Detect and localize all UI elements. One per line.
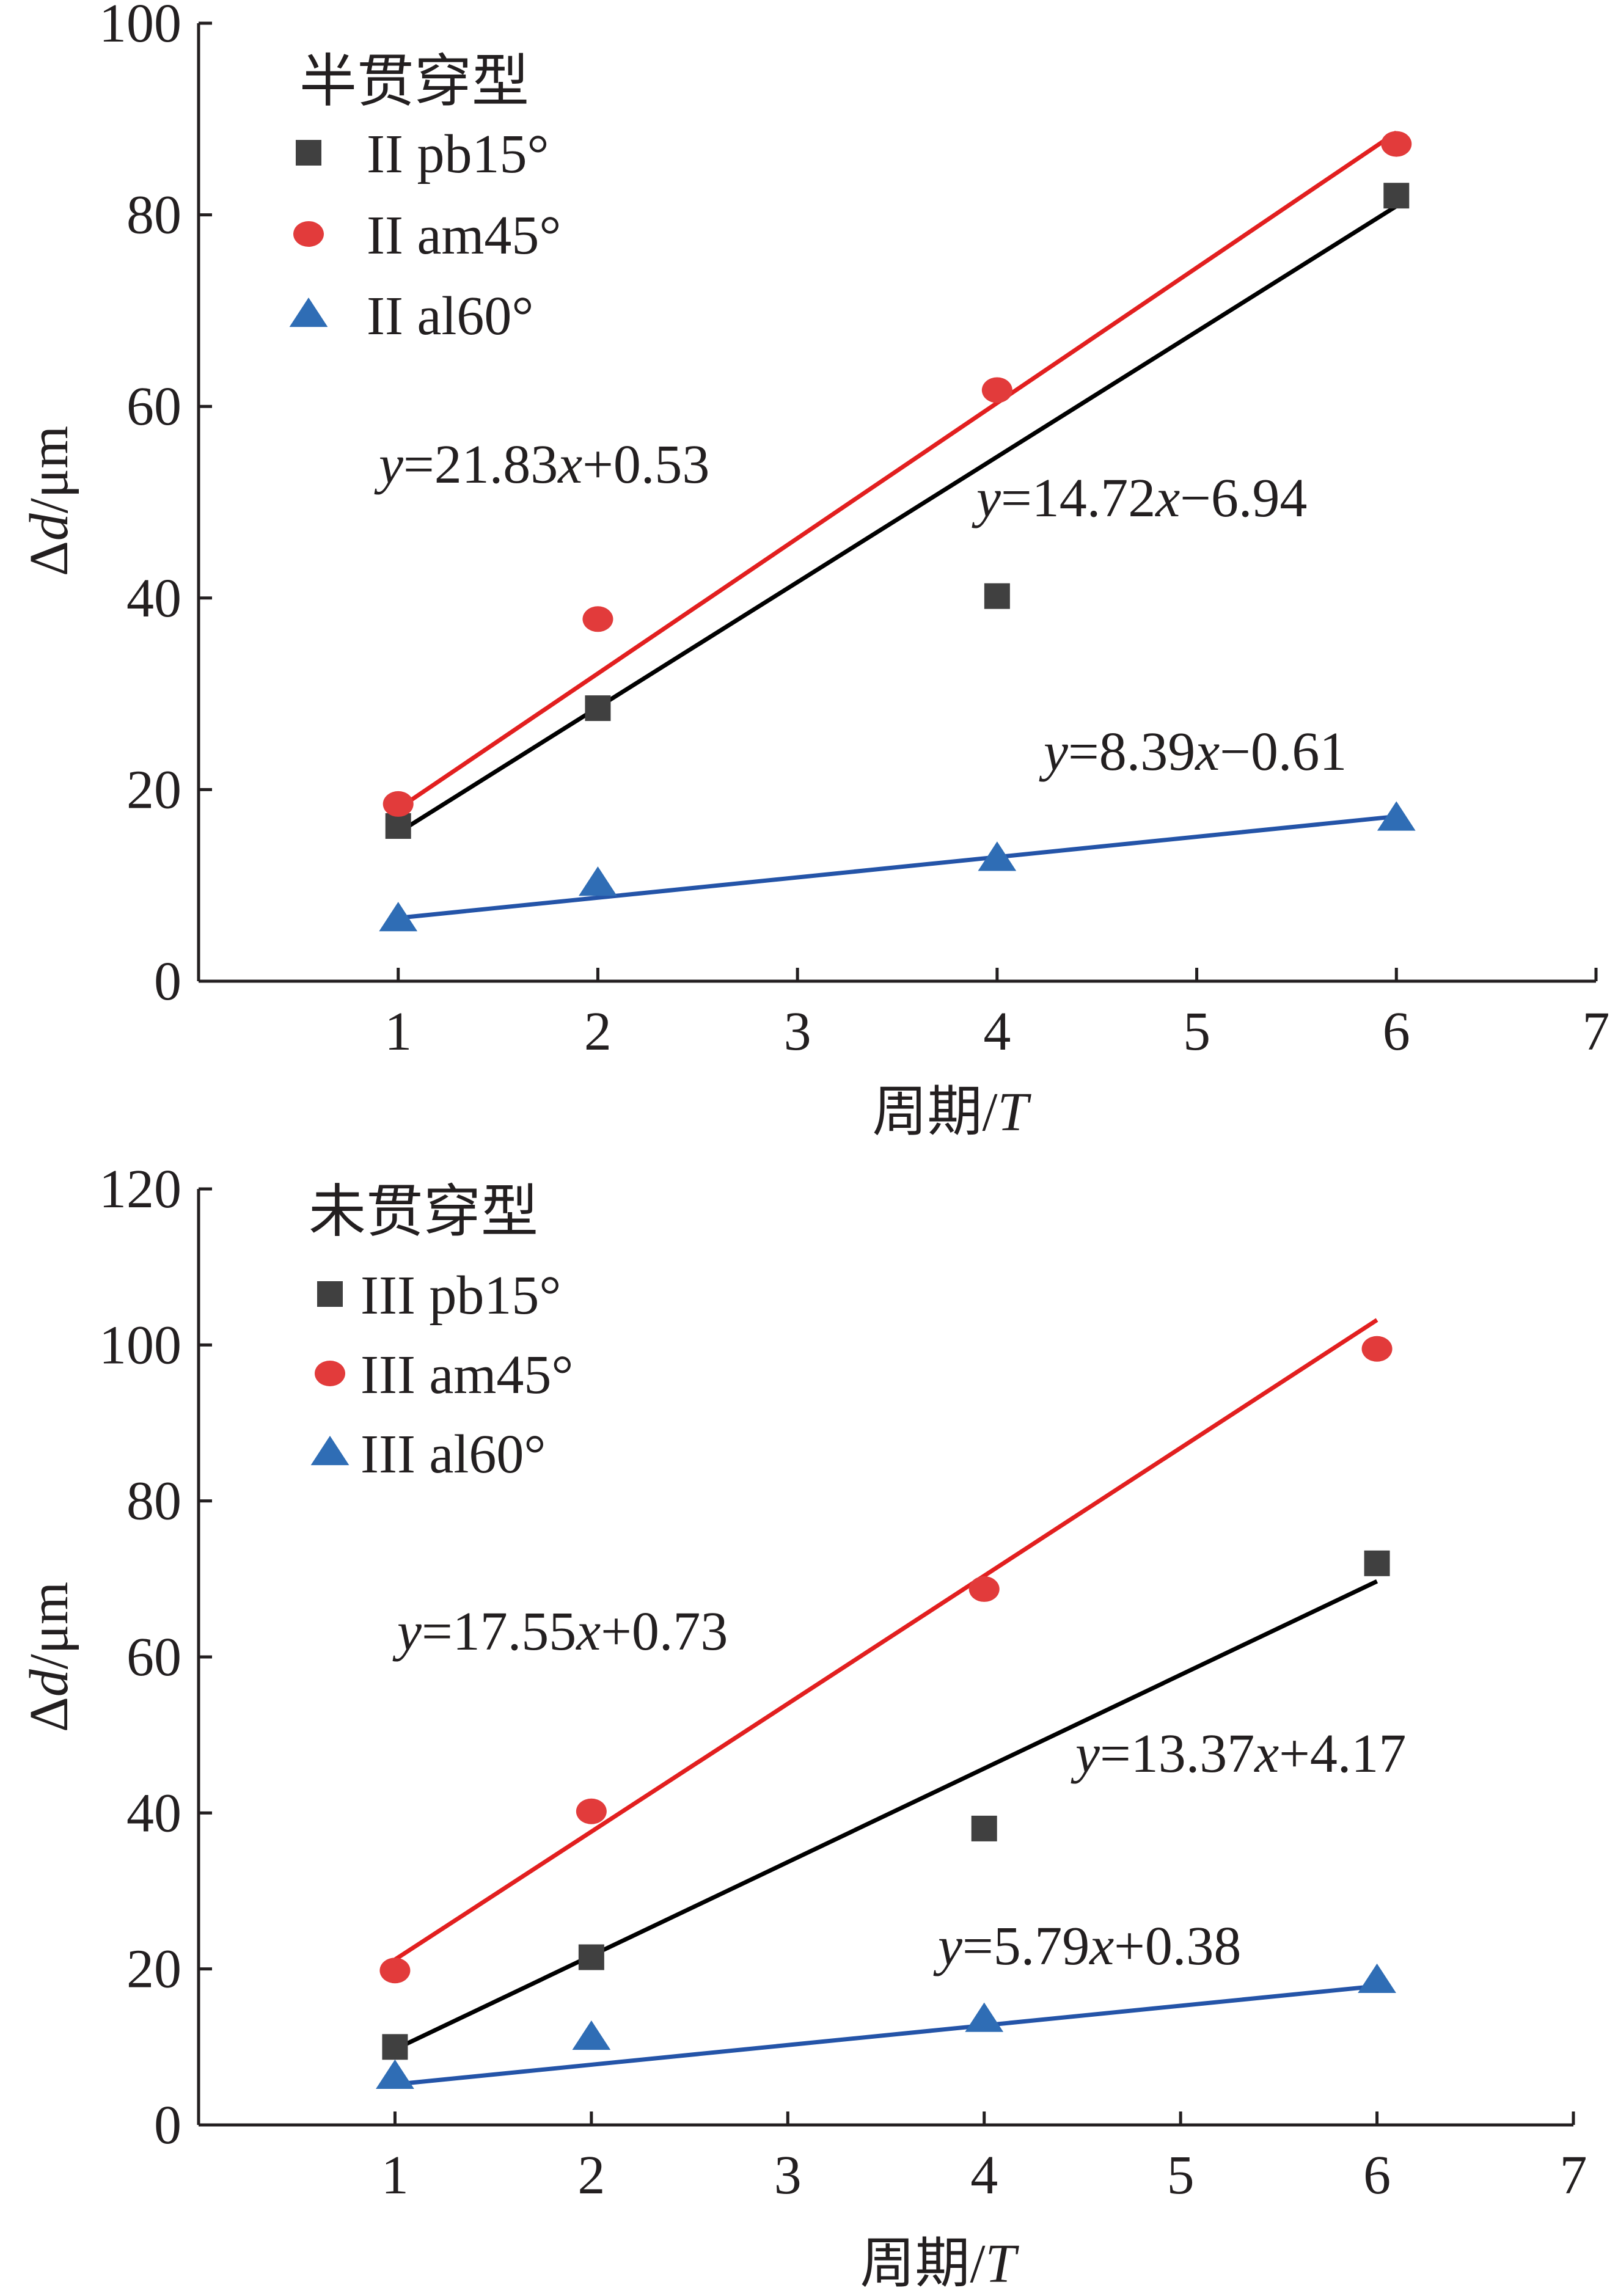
data-point-am45 bbox=[383, 791, 414, 817]
y-tick-label: 20 bbox=[126, 1939, 181, 2000]
fit-equation-label: y=8.39x−0.61 bbox=[1039, 722, 1347, 782]
data-point-al60 bbox=[978, 841, 1017, 871]
legend-marker-pb15 bbox=[317, 1281, 343, 1307]
y-tick-label: 0 bbox=[154, 2095, 181, 2155]
y-tick-label: 80 bbox=[126, 185, 181, 246]
data-point-al60 bbox=[579, 866, 617, 896]
chart-bottom: 1 2 3 4 5 6 7 0 20 40 60 80 100 120 周期/T Δd/μm y=17.55x+… bbox=[19, 1159, 1587, 2294]
legend-title: 未贯穿型 bbox=[309, 1180, 538, 1244]
fit-line-al60 bbox=[395, 1984, 1377, 2087]
fit-line-am45 bbox=[397, 130, 1398, 811]
data-point-pb15 bbox=[1383, 183, 1410, 209]
legend-marker-pb15 bbox=[296, 140, 321, 166]
y-tick-label: 100 bbox=[99, 1315, 181, 1375]
x-tick-label: 7 bbox=[1560, 2145, 1587, 2206]
data-point-al60 bbox=[1377, 801, 1416, 831]
data-point-pb15 bbox=[1364, 1550, 1390, 1576]
y-tick-label: 120 bbox=[99, 1159, 181, 1219]
y-axis-title: Δd/μm bbox=[19, 1582, 79, 1732]
fit-equation-label: y=13.37x+4.17 bbox=[1071, 1724, 1406, 1784]
data-point-pb15 bbox=[984, 583, 1010, 609]
fit-equation-label: y=14.72x−6.94 bbox=[972, 468, 1307, 528]
legend-label-pb15: III pb15° bbox=[361, 1265, 561, 1326]
x-tick-label: 7 bbox=[1583, 1001, 1610, 1062]
x-tick-label: 6 bbox=[1383, 1001, 1410, 1062]
y-tick-label: 0 bbox=[154, 951, 181, 1012]
data-point-al60 bbox=[1358, 1963, 1396, 1993]
x-tick-label: 3 bbox=[784, 1001, 811, 1062]
x-tick-label: 1 bbox=[384, 1001, 412, 1062]
data-point-am45 bbox=[379, 1958, 411, 1984]
legend: 半贯穿型 II pb15° II am45° II al60° bbox=[289, 50, 561, 346]
legend-label-am45: II am45° bbox=[367, 205, 561, 266]
legend-marker-am45 bbox=[293, 221, 324, 247]
data-point-am45 bbox=[981, 377, 1012, 403]
data-point-pb15 bbox=[578, 1944, 604, 1970]
x-tick-label: 5 bbox=[1183, 1001, 1210, 1062]
data-point-am45 bbox=[576, 1798, 607, 1824]
x-tick-label: 6 bbox=[1363, 2145, 1391, 2206]
data-point-al60 bbox=[379, 902, 418, 932]
y-tick-label: 40 bbox=[126, 568, 181, 629]
data-point-am45 bbox=[968, 1576, 1000, 1602]
data-point-am45 bbox=[582, 606, 613, 632]
y-tick-label: 40 bbox=[126, 1783, 181, 1843]
y-tick-label: 80 bbox=[126, 1471, 181, 1532]
legend-marker-al60 bbox=[310, 1436, 350, 1466]
data-point-pb15 bbox=[971, 1815, 997, 1841]
x-tick-label: 5 bbox=[1167, 2145, 1195, 2206]
y-tick-label: 20 bbox=[126, 759, 181, 820]
x-tick-label: 4 bbox=[970, 2145, 998, 2206]
fit-equation-label: y=21.83x+0.53 bbox=[374, 434, 709, 495]
fit-equation-label: y=17.55x+0.73 bbox=[392, 1601, 728, 1662]
fit-equation-label: y=5.79x+0.38 bbox=[933, 1916, 1241, 1976]
y-tick-label: 60 bbox=[126, 376, 181, 437]
x-axis-title: 周期/T bbox=[860, 2234, 1019, 2294]
legend: 未贯穿型 III pb15° III am45° III al60° bbox=[309, 1180, 573, 1485]
x-tick-label: 1 bbox=[381, 2145, 409, 2206]
data-point-al60 bbox=[572, 2020, 611, 2050]
data-point-pb15 bbox=[385, 813, 411, 839]
fit-line-pb15 bbox=[394, 1579, 1378, 2052]
y-tick-label: 60 bbox=[126, 1627, 181, 1687]
x-tick-label: 4 bbox=[983, 1001, 1011, 1062]
legend-label-al60: III al60° bbox=[361, 1424, 546, 1485]
data-point-am45 bbox=[1381, 131, 1412, 157]
data-point-pb15 bbox=[585, 695, 611, 722]
data-point-pb15 bbox=[382, 2034, 408, 2060]
legend-marker-al60 bbox=[289, 298, 328, 327]
fit-line-al60 bbox=[398, 814, 1397, 920]
legend-label-am45: III am45° bbox=[361, 1345, 573, 1405]
legend-label-al60: II al60° bbox=[367, 286, 533, 346]
data-point-am45 bbox=[1361, 1336, 1393, 1362]
x-tick-label: 3 bbox=[774, 2145, 802, 2206]
y-axis-title: Δd/μm bbox=[19, 426, 79, 576]
legend-title: 半贯穿型 bbox=[299, 50, 529, 114]
y-tick-label: 100 bbox=[99, 0, 181, 54]
x-tick-label: 2 bbox=[584, 1001, 612, 1062]
data-point-al60 bbox=[965, 2002, 1004, 2032]
x-axis-title: 周期/T bbox=[872, 1082, 1031, 1143]
x-tick-label: 2 bbox=[577, 2145, 605, 2206]
fit-line-am45 bbox=[394, 1318, 1378, 1962]
legend-marker-am45 bbox=[315, 1361, 345, 1386]
data-point-al60 bbox=[376, 2059, 414, 2089]
legend-label-pb15: II pb15° bbox=[367, 124, 549, 185]
chart-top: 1 2 3 4 5 6 7 0 20 40 60 80 100 周期/T Δd/μm y=21.83x+0.5… bbox=[19, 0, 1610, 1143]
fit-line-pb15 bbox=[397, 204, 1398, 835]
